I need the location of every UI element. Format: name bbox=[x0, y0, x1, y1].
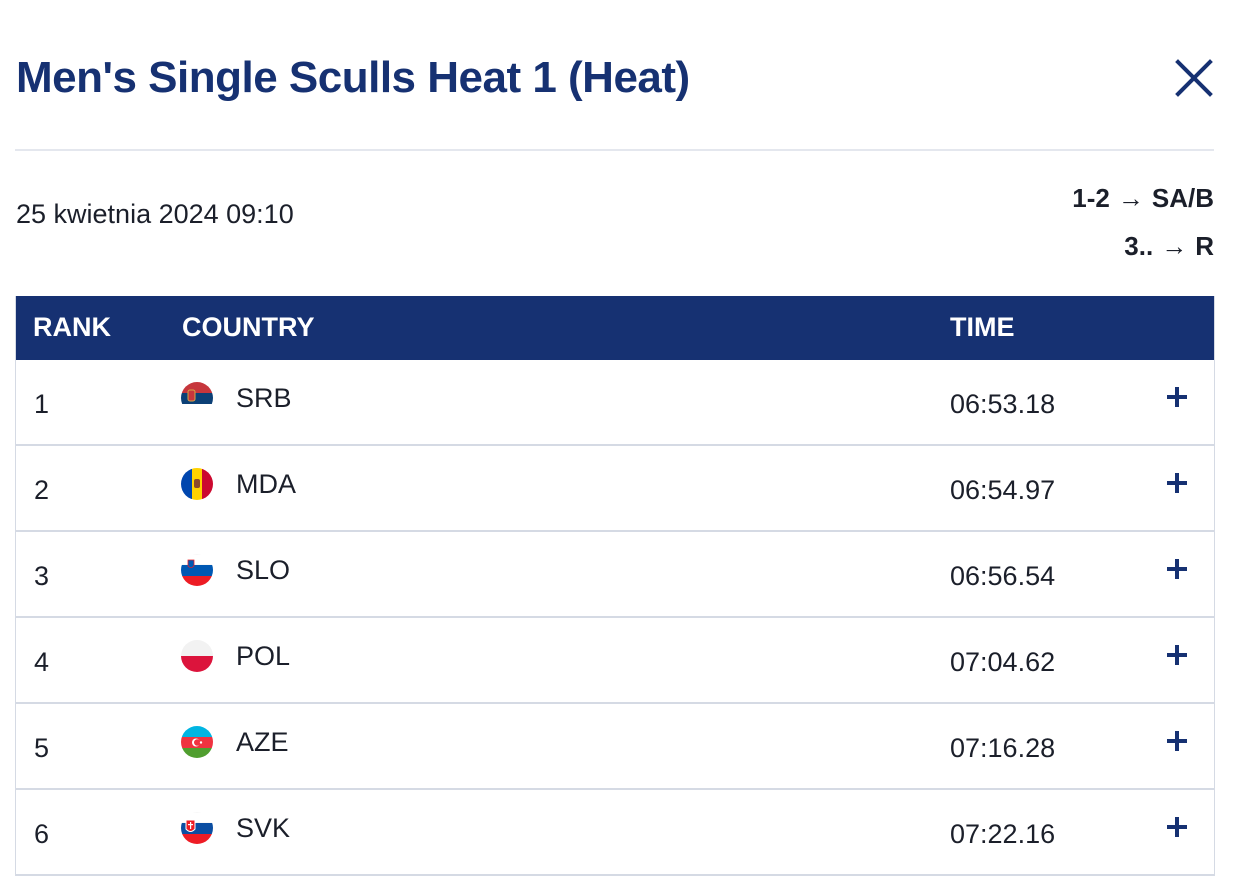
flag-slovakia-icon bbox=[181, 812, 213, 844]
progression-rule: 1-2 → SA/B bbox=[1072, 174, 1214, 222]
column-header-rank: RANK bbox=[33, 312, 111, 342]
table-row: 5 AZE 07:16.28 bbox=[16, 704, 1214, 790]
table-row: 4 POL 07:04.62 bbox=[16, 618, 1214, 704]
country-code: SRB bbox=[236, 383, 292, 413]
expand-plus-icon[interactable] bbox=[1164, 728, 1190, 754]
progression-places: 3.. bbox=[1124, 231, 1154, 261]
flag-slovenia-icon bbox=[181, 554, 213, 586]
table-row: 2 MDA 06:54.97 bbox=[16, 446, 1214, 532]
progression-rules: 1-2 → SA/B 3.. → R bbox=[1072, 174, 1214, 270]
close-button[interactable] bbox=[1172, 56, 1216, 100]
flag-azerbaijan-icon bbox=[181, 726, 213, 758]
flag-poland-icon bbox=[181, 640, 213, 672]
expand-plus-icon[interactable] bbox=[1164, 556, 1190, 582]
flag-serbia-icon bbox=[181, 382, 213, 414]
country-code: POL bbox=[236, 641, 291, 671]
rank-cell: 5 bbox=[34, 733, 50, 763]
results-table: RANK COUNTRY TIME 1 SRB 06:53.18 2 bbox=[15, 296, 1215, 876]
table-row: 3 SLO 06:56.54 bbox=[16, 532, 1214, 618]
progression-target: R bbox=[1195, 231, 1214, 261]
rank-cell: 4 bbox=[34, 647, 50, 677]
progression-places: 1-2 bbox=[1072, 183, 1110, 213]
flag-moldova-icon bbox=[181, 468, 213, 500]
header-divider bbox=[15, 149, 1214, 151]
time-cell: 06:53.18 bbox=[950, 389, 1056, 419]
time-cell: 06:54.97 bbox=[950, 475, 1056, 505]
rank-cell: 3 bbox=[34, 561, 50, 591]
time-cell: 06:56.54 bbox=[950, 561, 1056, 591]
country-code: SLO bbox=[236, 555, 291, 585]
country-code: MDA bbox=[236, 469, 296, 499]
table-header: RANK COUNTRY TIME bbox=[16, 296, 1214, 360]
country-code: AZE bbox=[236, 727, 289, 757]
table-row: 1 SRB 06:53.18 bbox=[16, 360, 1214, 446]
expand-plus-icon[interactable] bbox=[1164, 814, 1190, 840]
race-date: 25 kwietnia 2024 09:10 bbox=[16, 199, 294, 229]
time-cell: 07:04.62 bbox=[950, 647, 1056, 677]
expand-plus-icon[interactable] bbox=[1164, 384, 1190, 410]
expand-plus-icon[interactable] bbox=[1164, 470, 1190, 496]
progression-target: SA/B bbox=[1151, 183, 1214, 213]
rank-cell: 6 bbox=[34, 819, 50, 849]
table-row: 6 SVK 07:22.16 bbox=[16, 790, 1214, 876]
rank-cell: 1 bbox=[34, 389, 50, 419]
rank-cell: 2 bbox=[34, 475, 50, 505]
progression-rule: 3.. → R bbox=[1072, 222, 1214, 270]
column-header-country: COUNTRY bbox=[182, 312, 315, 342]
expand-plus-icon[interactable] bbox=[1164, 642, 1190, 668]
arrow-right-icon: → bbox=[1161, 231, 1188, 261]
arrow-right-icon: → bbox=[1117, 183, 1144, 213]
page-title: Men's Single Sculls Heat 1 (Heat) bbox=[16, 53, 690, 102]
time-cell: 07:22.16 bbox=[950, 819, 1056, 849]
time-cell: 07:16.28 bbox=[950, 733, 1056, 763]
column-header-time: TIME bbox=[950, 312, 1015, 342]
country-code: SVK bbox=[236, 813, 291, 843]
close-icon bbox=[1175, 59, 1213, 97]
